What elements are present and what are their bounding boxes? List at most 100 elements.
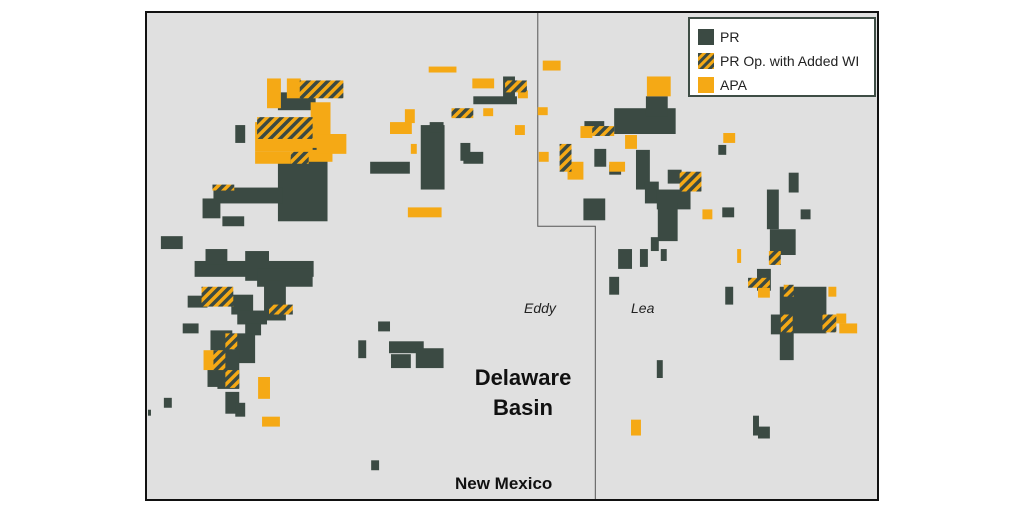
pr-tract — [644, 181, 659, 204]
pr-tract — [718, 144, 727, 155]
apa-tract — [839, 323, 858, 334]
apa-tract — [404, 109, 415, 124]
legend-label-apa: APA — [720, 77, 747, 93]
pr-tract — [722, 207, 735, 218]
pr-tract — [235, 125, 246, 143]
pr-tract — [463, 151, 484, 164]
apa-tract — [542, 60, 561, 71]
hatched-tract — [213, 350, 226, 371]
pr-tract — [160, 236, 183, 250]
apa-tract — [737, 249, 742, 263]
pr-tract — [657, 203, 678, 242]
hatched-tract — [299, 80, 344, 99]
pr-tract — [245, 323, 262, 336]
pr-tract — [235, 402, 246, 417]
hatched-tract — [212, 184, 235, 191]
apa-tract — [514, 125, 525, 135]
hatched-tract — [225, 333, 238, 350]
pr-tract — [779, 330, 794, 361]
basin-label: Delaware Basin — [453, 363, 593, 423]
hatched-tract — [780, 314, 793, 333]
hatched-tract — [201, 286, 234, 307]
hatched-tract — [559, 143, 572, 172]
apa-tract — [580, 126, 593, 138]
hatched-tract — [505, 80, 527, 93]
hatched-tract — [822, 314, 837, 333]
apa-tract — [631, 419, 641, 436]
apa-tract — [390, 122, 412, 135]
legend-item-apa: APA — [698, 73, 866, 97]
pr-tract — [163, 397, 172, 408]
pr-tract — [187, 295, 208, 308]
apa-tract — [609, 161, 626, 172]
pr-tract — [389, 341, 424, 354]
pr-tract — [358, 340, 367, 359]
pr-tract — [207, 367, 222, 387]
hatched-tract — [768, 251, 781, 265]
hatched-tract — [290, 151, 309, 164]
pr-tract — [213, 187, 283, 204]
pr-tract — [147, 409, 151, 416]
hatched-tract — [592, 126, 615, 136]
pr-tract — [205, 249, 228, 265]
hatched-tract — [451, 108, 474, 119]
apa-tract — [537, 107, 548, 116]
pr-tract — [645, 96, 668, 117]
apa-tract — [316, 134, 347, 154]
pr-tract — [788, 172, 799, 193]
apa-tract — [286, 78, 301, 99]
pr-tract — [182, 323, 199, 334]
pr-tract — [237, 310, 268, 325]
pr-tract — [757, 426, 770, 439]
basin-label-line2: Basin — [493, 395, 553, 420]
pr-tract — [415, 348, 444, 369]
hatched-tract — [269, 304, 293, 315]
county-boundary-line — [537, 13, 596, 499]
pr-tract — [378, 321, 391, 332]
pr-tract — [667, 169, 682, 184]
pr-tract — [609, 276, 620, 295]
apa-tract — [407, 207, 442, 218]
legend-label-added-wi: PR Op. with Added WI — [720, 53, 860, 69]
apa-tract — [428, 66, 457, 73]
apa-tract — [262, 416, 280, 427]
county-label-eddy: Eddy — [524, 300, 556, 316]
apa-tract — [625, 134, 637, 149]
hatched-tract — [257, 117, 313, 139]
pr-tract — [235, 333, 256, 364]
pr-tract — [202, 198, 221, 219]
pr-tract — [769, 229, 796, 256]
pr-tract — [800, 209, 811, 220]
apa-tract — [258, 377, 270, 399]
apa-tract — [203, 350, 216, 371]
pr-tract — [639, 249, 648, 267]
pr-tract — [371, 460, 380, 471]
pr-tract — [473, 96, 517, 105]
pr-tract — [618, 249, 633, 269]
pr-tract — [766, 189, 779, 230]
legend-item-pr: PR — [698, 25, 866, 49]
apa-tract — [255, 151, 291, 164]
hatched-tract — [679, 171, 702, 192]
pr-tract — [656, 360, 663, 378]
pr-tract — [222, 216, 245, 227]
apa-tract — [757, 287, 770, 298]
apa-tract — [723, 133, 736, 143]
pr-tract — [753, 415, 759, 436]
apa-tract — [483, 108, 494, 117]
apa-tract — [538, 151, 549, 162]
pr-tract — [460, 142, 471, 161]
pr-tract — [725, 286, 734, 305]
map-legend: PR PR Op. with Added WI APA — [688, 17, 876, 97]
pr-tract — [370, 161, 410, 174]
pr-swatch-icon — [698, 29, 714, 45]
legend-label-pr: PR — [720, 29, 740, 45]
apa-tract — [517, 90, 528, 99]
map-frame: PR PR Op. with Added WI APA Eddy Lea Del… — [145, 11, 879, 501]
pr-acreage-layer — [147, 76, 827, 471]
pr-tract — [429, 122, 444, 133]
hatched-tract — [783, 284, 794, 297]
pr-tract — [635, 149, 650, 190]
hatched-tract — [748, 277, 770, 288]
apa-tract — [267, 78, 281, 109]
